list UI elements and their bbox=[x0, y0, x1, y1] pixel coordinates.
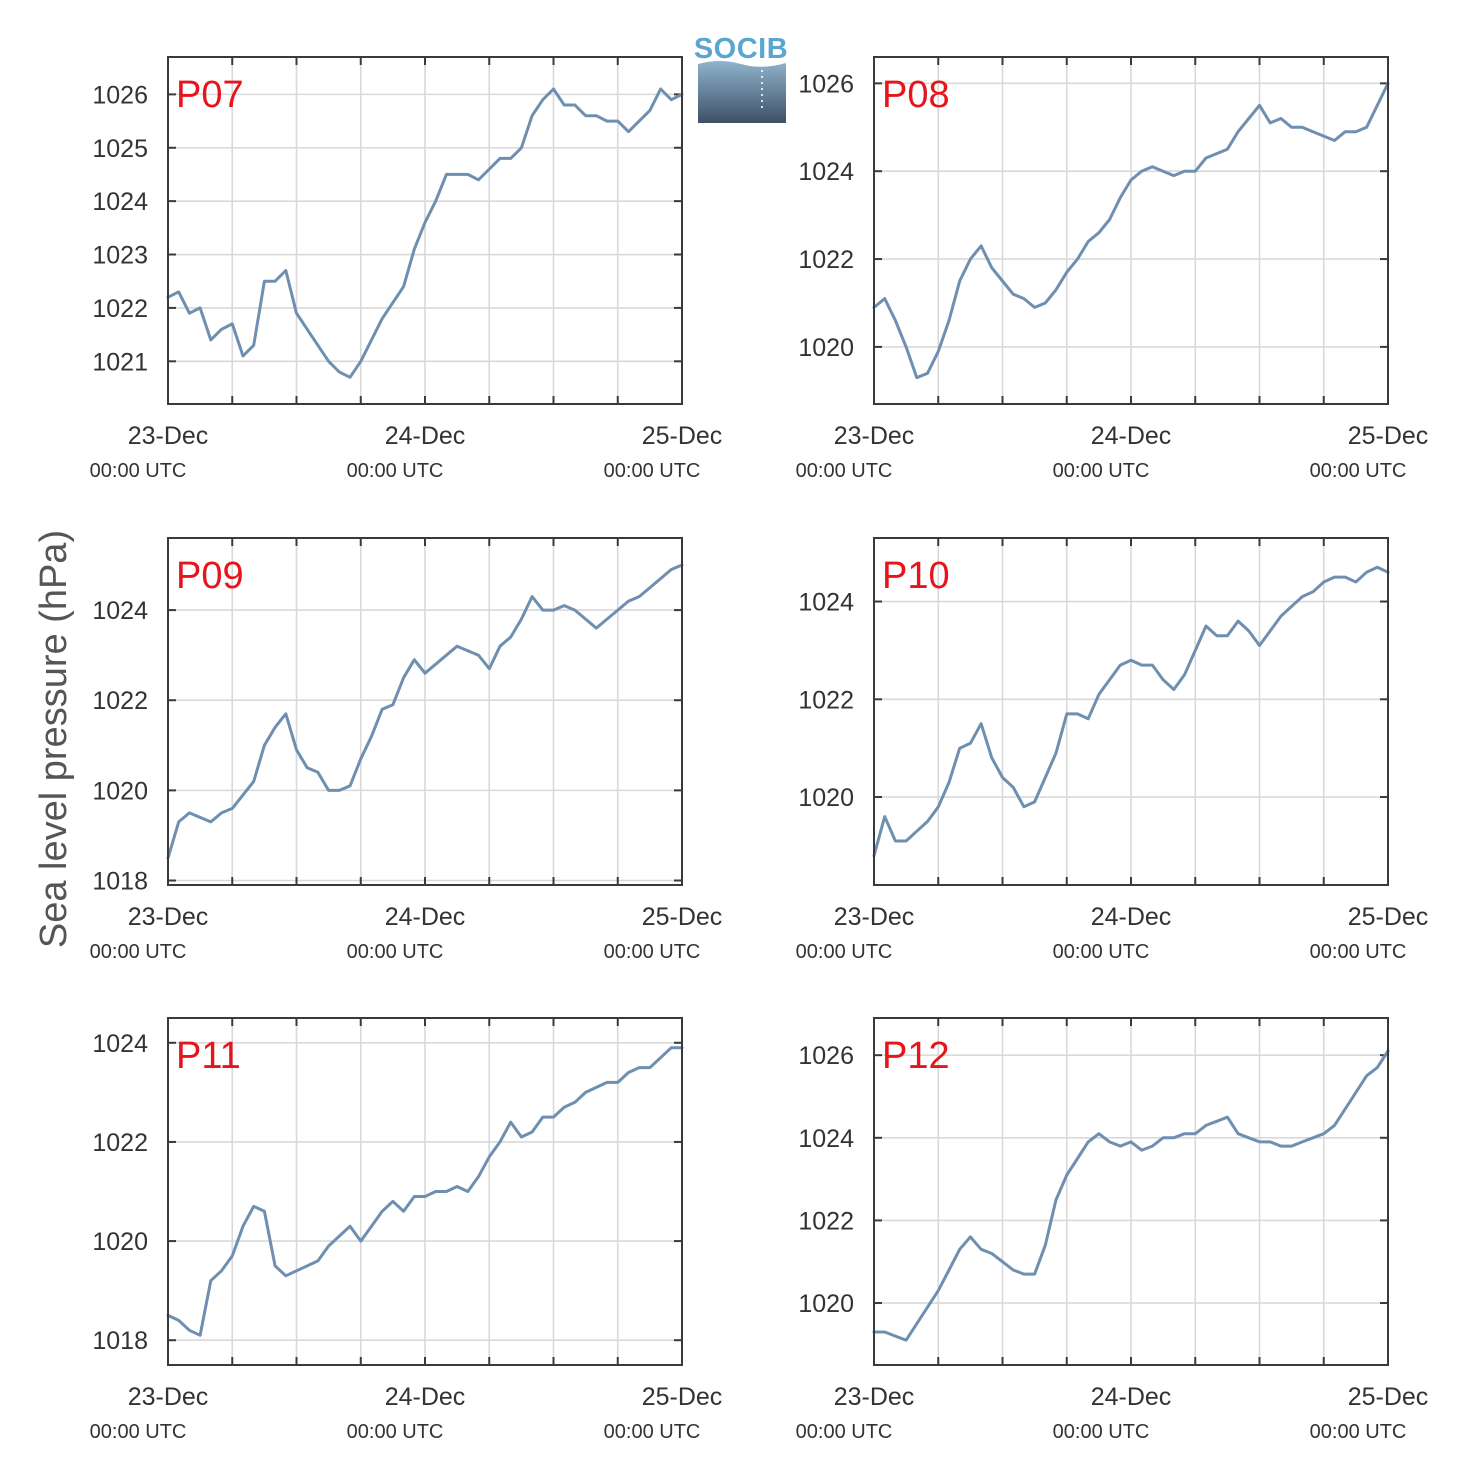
plot-frame bbox=[167, 1017, 683, 1366]
x-tick-time-label: 00:00 UTC bbox=[796, 460, 893, 482]
x-tick-date-label: 24-Dec bbox=[1091, 903, 1172, 931]
pressure-series-line bbox=[872, 1049, 1390, 1342]
y-tick-label: 1025 bbox=[92, 135, 148, 163]
pressure-series-line bbox=[166, 87, 684, 379]
x-tick-date-label: 25-Dec bbox=[642, 903, 723, 931]
y-tick-label: 1020 bbox=[798, 1290, 854, 1318]
pressure-series-line bbox=[872, 81, 1390, 380]
y-tick-label: 1020 bbox=[798, 334, 854, 362]
panel-p07: 1021 1022 1023 1024 1025 1026 23-Dec 00:00 UTC 2… bbox=[90, 56, 723, 482]
y-tick-label: 1022 bbox=[92, 687, 148, 715]
x-tick-time-label: 00:00 UTC bbox=[796, 941, 893, 963]
x-tick-date-label: 24-Dec bbox=[1091, 422, 1172, 450]
pressure-series-line bbox=[166, 1046, 684, 1337]
y-tick-label: 1020 bbox=[92, 1228, 148, 1256]
y-axis-label: Sea level pressure (hPa) bbox=[33, 530, 75, 948]
x-tick-date-label: 25-Dec bbox=[642, 1383, 723, 1411]
x-tick-date-label: 25-Dec bbox=[1348, 903, 1429, 931]
x-tick-time-label: 00:00 UTC bbox=[1053, 941, 1150, 963]
y-tick-label: 1023 bbox=[92, 242, 148, 270]
x-tick-date-label: 25-Dec bbox=[1348, 422, 1429, 450]
x-tick-time-label: 00:00 UTC bbox=[604, 1421, 701, 1443]
panel-label: P09 bbox=[176, 555, 244, 597]
plot-frame bbox=[873, 1017, 1389, 1366]
y-tick-label: 1022 bbox=[798, 1207, 854, 1235]
socib-logo-wave bbox=[698, 61, 786, 123]
x-tick-date-label: 23-Dec bbox=[128, 422, 209, 450]
pressure-series-line bbox=[872, 565, 1390, 858]
x-tick-date-label: 23-Dec bbox=[834, 1383, 915, 1411]
pressure-series-line bbox=[166, 563, 684, 860]
x-tick-date-label: 24-Dec bbox=[1091, 1383, 1172, 1411]
x-tick-time-label: 00:00 UTC bbox=[90, 941, 187, 963]
y-tick-label: 1022 bbox=[92, 1129, 148, 1157]
x-tick-date-label: 24-Dec bbox=[385, 903, 466, 931]
panel-p10: 1020 1022 1024 23-Dec 00:00 UTC 24-Dec 00:00 U… bbox=[796, 537, 1429, 963]
y-tick-label: 1024 bbox=[92, 188, 148, 216]
y-tick-label: 1026 bbox=[798, 70, 854, 98]
socib-logo: SOCIB bbox=[694, 33, 788, 123]
panel-label: P07 bbox=[176, 74, 244, 116]
x-tick-time-label: 00:00 UTC bbox=[347, 941, 444, 963]
x-tick-time-label: 00:00 UTC bbox=[347, 1421, 444, 1443]
plot-frame bbox=[873, 537, 1389, 886]
panel-label: P10 bbox=[882, 555, 950, 597]
y-tick-label: 1021 bbox=[92, 348, 148, 376]
x-tick-time-label: 00:00 UTC bbox=[1310, 460, 1407, 482]
socib-logo-text: SOCIB bbox=[694, 33, 788, 65]
y-tick-label: 1022 bbox=[798, 246, 854, 274]
y-tick-label: 1022 bbox=[92, 295, 148, 323]
x-tick-time-label: 00:00 UTC bbox=[1310, 941, 1407, 963]
plot-frame bbox=[167, 56, 683, 405]
y-tick-label: 1024 bbox=[798, 1125, 854, 1153]
y-tick-label: 1024 bbox=[798, 158, 854, 186]
x-tick-time-label: 00:00 UTC bbox=[604, 941, 701, 963]
panel-p12: 1020 1022 1024 1026 23-Dec 00:00 UTC 24-Dec 00:… bbox=[796, 1017, 1429, 1443]
x-tick-time-label: 00:00 UTC bbox=[1053, 1421, 1150, 1443]
y-tick-label: 1020 bbox=[92, 777, 148, 805]
panel-p09: 1018 1020 1022 1024 23-Dec 00:00 UTC 24-Dec 00:… bbox=[90, 537, 723, 963]
y-tick-label: 1024 bbox=[92, 597, 148, 625]
x-tick-date-label: 24-Dec bbox=[385, 422, 466, 450]
panel-p11: 1018 1020 1022 1024 23-Dec 00:00 UTC 24-Dec 00:… bbox=[90, 1017, 723, 1443]
x-tick-time-label: 00:00 UTC bbox=[604, 460, 701, 482]
y-tick-label: 1024 bbox=[92, 1030, 148, 1058]
x-tick-date-label: 23-Dec bbox=[128, 1383, 209, 1411]
y-tick-label: 1018 bbox=[92, 1327, 148, 1355]
x-tick-time-label: 00:00 UTC bbox=[90, 460, 187, 482]
plot-frame bbox=[873, 56, 1389, 405]
panel-label: P12 bbox=[882, 1035, 950, 1077]
x-tick-date-label: 23-Dec bbox=[834, 903, 915, 931]
x-tick-date-label: 23-Dec bbox=[834, 422, 915, 450]
y-tick-label: 1024 bbox=[798, 589, 854, 617]
plot-frame bbox=[167, 537, 683, 886]
x-tick-time-label: 00:00 UTC bbox=[347, 460, 444, 482]
x-tick-time-label: 00:00 UTC bbox=[90, 1421, 187, 1443]
x-tick-time-label: 00:00 UTC bbox=[796, 1421, 893, 1443]
x-tick-time-label: 00:00 UTC bbox=[1310, 1421, 1407, 1443]
x-tick-date-label: 25-Dec bbox=[1348, 1383, 1429, 1411]
x-tick-time-label: 00:00 UTC bbox=[1053, 460, 1150, 482]
panel-label: P11 bbox=[176, 1035, 241, 1077]
x-tick-date-label: 25-Dec bbox=[642, 422, 723, 450]
y-tick-label: 1026 bbox=[798, 1042, 854, 1070]
y-tick-label: 1026 bbox=[92, 81, 148, 109]
panel-label: P08 bbox=[882, 74, 950, 116]
panel-p08: 1020 1022 1024 1026 23-Dec 00:00 UTC 24-Dec 00:… bbox=[796, 56, 1429, 482]
x-tick-date-label: 23-Dec bbox=[128, 903, 209, 931]
x-tick-date-label: 24-Dec bbox=[385, 1383, 466, 1411]
y-tick-label: 1022 bbox=[798, 686, 854, 714]
y-tick-label: 1018 bbox=[92, 867, 148, 895]
y-tick-label: 1020 bbox=[798, 784, 854, 812]
